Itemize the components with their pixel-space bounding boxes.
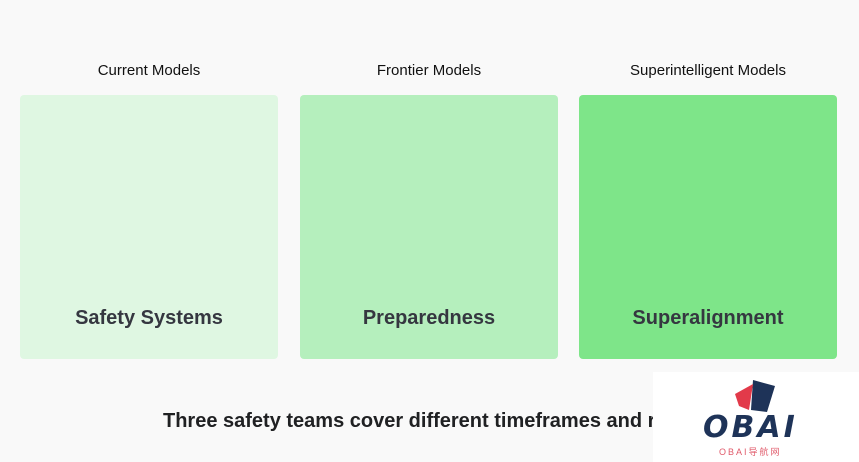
watermark-subtitle: OBAI导航网: [719, 447, 782, 457]
team-box-superalignment: Superalignment: [579, 95, 837, 359]
team-name: Safety Systems: [75, 307, 223, 329]
team-box-safety-systems: Safety Systems: [20, 95, 278, 359]
column-label-current: Current Models: [97, 62, 201, 79]
caption: Three safety teams cover different timef…: [163, 410, 656, 432]
column-label-frontier: Frontier Models: [376, 62, 482, 79]
cube-icon: [735, 380, 775, 412]
team-box-preparedness: Preparedness: [300, 95, 558, 359]
team-name: Superalignment: [632, 307, 784, 329]
team-name: Preparedness: [362, 307, 496, 329]
watermark-logo: OBAI OBAI导航网: [653, 372, 859, 462]
watermark-text: OBAI: [703, 410, 798, 445]
column-label-superintelligent: Superintelligent Models: [630, 62, 786, 79]
